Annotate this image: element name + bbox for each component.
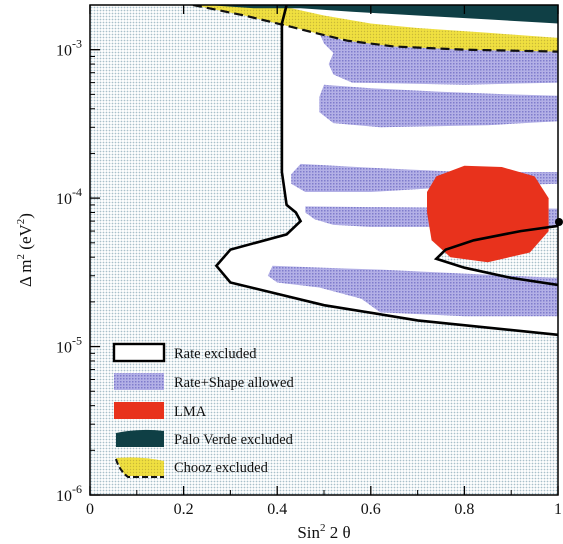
y-tick-label: 10-5 <box>56 334 82 357</box>
y-label-pre: Δ m <box>16 259 35 286</box>
legend: Rate excluded Rate+Shape allowed LMA Pal… <box>112 342 294 478</box>
x-axis-label: Sin2 2 θ <box>297 522 350 542</box>
legend-swatch-rate-excluded <box>112 342 166 363</box>
legend-label-palo-verde: Palo Verde excluded <box>174 432 294 448</box>
y-axis-label: Δ m2 (eV2) <box>15 213 35 287</box>
y-tick-label: 10-4 <box>56 185 82 208</box>
shape-allowed-band-1 <box>319 23 558 85</box>
legend-swatch-palo-verde <box>116 429 164 447</box>
legend-label-shape-allowed: Rate+Shape allowed <box>174 375 294 391</box>
y-tick-label: 10-3 <box>56 37 82 60</box>
legend-label-chooz: Chooz excluded <box>174 460 269 476</box>
x-label-base: Sin <box>297 523 320 542</box>
legend-swatch-chooz-fill <box>116 457 164 476</box>
y-label-post: ) <box>16 213 35 219</box>
x-tick-label: 0.6 <box>361 501 381 518</box>
palo-verde-excluded-region <box>207 5 558 24</box>
x-label-sup: 2 <box>320 522 326 534</box>
legend-label-lma: LMA <box>174 404 207 420</box>
lma-region <box>427 165 549 263</box>
rate-excluded-boundary <box>214 5 558 337</box>
y-tick-label: 10-6 <box>56 482 82 505</box>
y-axis-ticks: 10-3 10-4 10-5 10-6 <box>56 4 100 505</box>
shape-allowed-band-5 <box>267 265 558 317</box>
y-label-sup1: 2 <box>15 254 27 260</box>
x-label-rest: 2 θ <box>326 523 351 542</box>
y-label-mid: (eV <box>16 224 35 254</box>
best-fit-point-marker <box>555 218 563 226</box>
x-tick-label: 0.4 <box>267 501 287 518</box>
plot-area <box>90 5 558 495</box>
y-label-sup2: 2 <box>15 219 27 225</box>
x-tick-label: 0 <box>86 501 94 518</box>
x-tick-label: 1 <box>554 501 562 518</box>
chooz-boundary-line <box>192 5 558 53</box>
legend-swatch-lma <box>114 402 164 419</box>
legend-label-rate-excluded: Rate excluded <box>174 346 257 362</box>
shape-allowed-band-2 <box>319 84 558 128</box>
legend-swatch-shape-allowed <box>114 373 164 390</box>
legend-swatch-chooz-line <box>115 458 164 478</box>
x-tick-label: 0.8 <box>454 501 474 518</box>
rate-excluded-inner-boundary <box>433 224 558 287</box>
x-axis-ticks: 0 0.2 0.4 0.6 0.8 1 <box>86 5 562 518</box>
x-tick-label: 0.2 <box>174 501 194 518</box>
